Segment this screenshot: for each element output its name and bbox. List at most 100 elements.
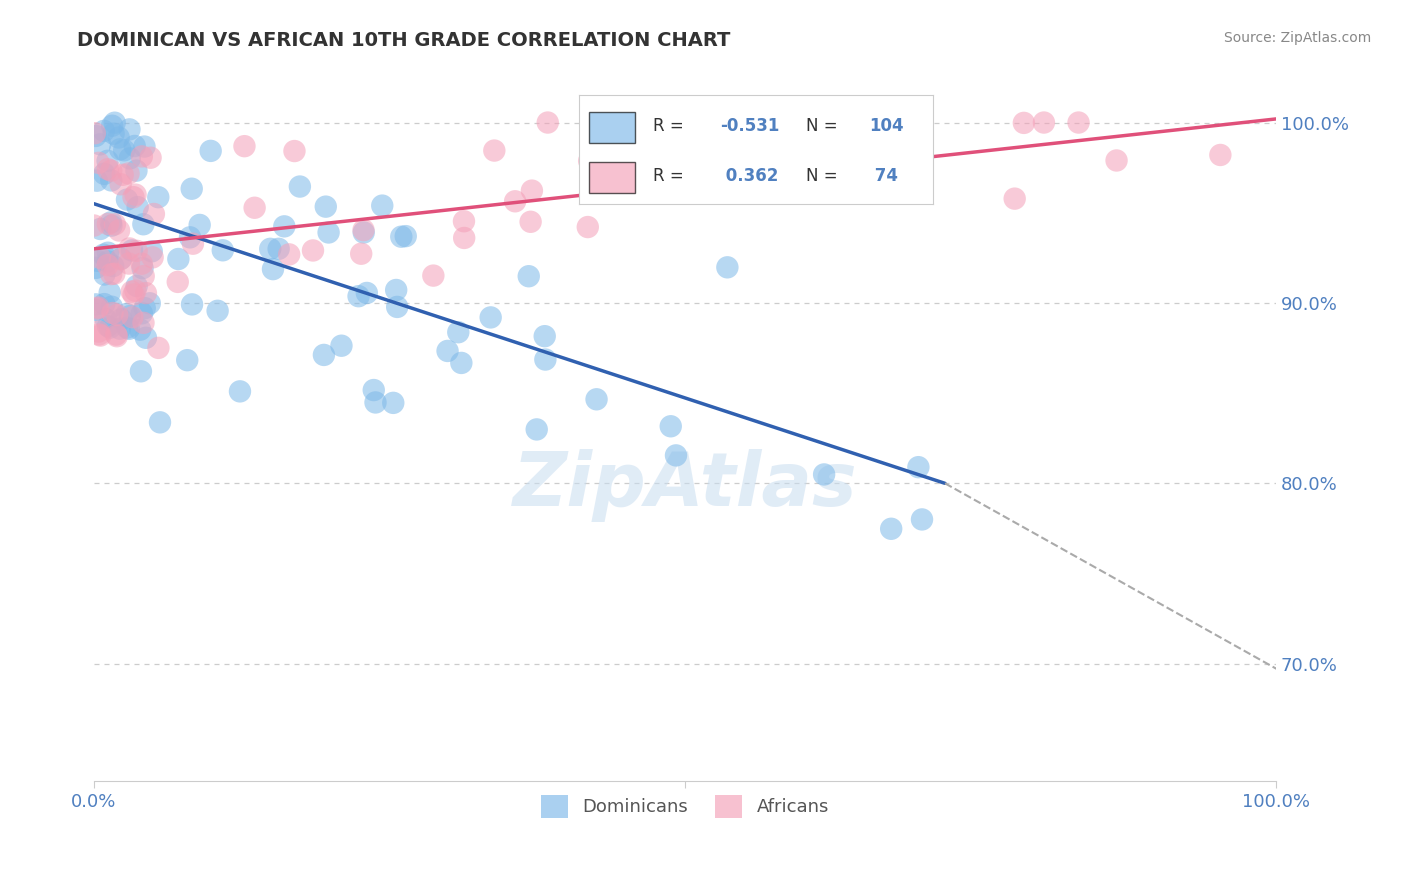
Point [211,244,233,258]
Point [110,312,132,326]
Point [382,396,405,410]
Point [526,422,548,436]
Point [87,301,110,315]
Point [813,467,835,482]
Point [115,307,138,321]
Point [350,246,373,260]
Point [84,297,107,311]
Point [353,226,375,240]
Point [132,316,155,330]
Point [134,139,156,153]
Point [89,137,111,152]
Point [503,194,526,209]
Point [179,230,201,244]
Point [453,231,475,245]
Point [110,178,132,192]
Point [118,242,141,256]
Point [1209,148,1232,162]
Point [118,122,141,136]
Point [659,419,682,434]
Point [131,306,153,320]
Point [122,190,145,204]
Legend: Dominicans, Africans: Dominicans, Africans [534,789,837,825]
Point [578,153,600,168]
Point [110,252,132,267]
Point [166,275,188,289]
Point [83,219,105,233]
Point [229,384,252,399]
Point [517,269,540,284]
Point [122,287,145,301]
Point [110,252,132,266]
Point [86,253,108,268]
Point [107,130,129,145]
Point [312,348,335,362]
Point [363,383,385,397]
Point [142,207,165,221]
Point [356,285,378,300]
Text: Source: ZipAtlas.com: Source: ZipAtlas.com [1223,31,1371,45]
Point [121,244,143,258]
Point [105,308,128,322]
Point [385,283,408,297]
Point [100,163,122,178]
Point [118,309,141,323]
Point [283,144,305,158]
Point [97,217,120,231]
Point [135,331,157,345]
Point [84,260,107,275]
Point [347,289,370,303]
Point [576,220,599,235]
Point [115,320,138,334]
Point [911,512,934,526]
Point [453,214,475,228]
Point [1067,115,1090,129]
Point [259,242,281,256]
Point [100,215,122,229]
Point [100,267,122,281]
Point [141,244,163,259]
Point [288,179,311,194]
Point [389,229,412,244]
Point [97,162,120,177]
Point [101,119,124,133]
Point [243,201,266,215]
Point [87,325,110,339]
Point [353,223,375,237]
Point [98,320,121,334]
Point [124,284,146,298]
Point [188,218,211,232]
Point [533,329,555,343]
Point [129,364,152,378]
Point [364,395,387,409]
Point [93,297,115,311]
Point [1105,153,1128,168]
Point [98,285,121,300]
Point [273,219,295,234]
Text: ZipAtlas: ZipAtlas [513,449,858,522]
Point [142,251,165,265]
Point [855,119,877,133]
Point [118,152,141,166]
Point [93,167,115,181]
Point [93,124,115,138]
Point [422,268,444,283]
Point [97,245,120,260]
Point [124,139,146,153]
Point [83,126,105,140]
Point [907,460,929,475]
Point [131,149,153,163]
Point [108,321,131,335]
Point [1004,192,1026,206]
Point [97,319,120,334]
Point [108,142,131,156]
Point [1012,116,1035,130]
Point [262,262,284,277]
Point [181,236,204,251]
Point [100,300,122,314]
Point [103,267,125,281]
Point [436,343,458,358]
Point [127,200,149,214]
Point [111,168,134,182]
Point [773,172,796,186]
